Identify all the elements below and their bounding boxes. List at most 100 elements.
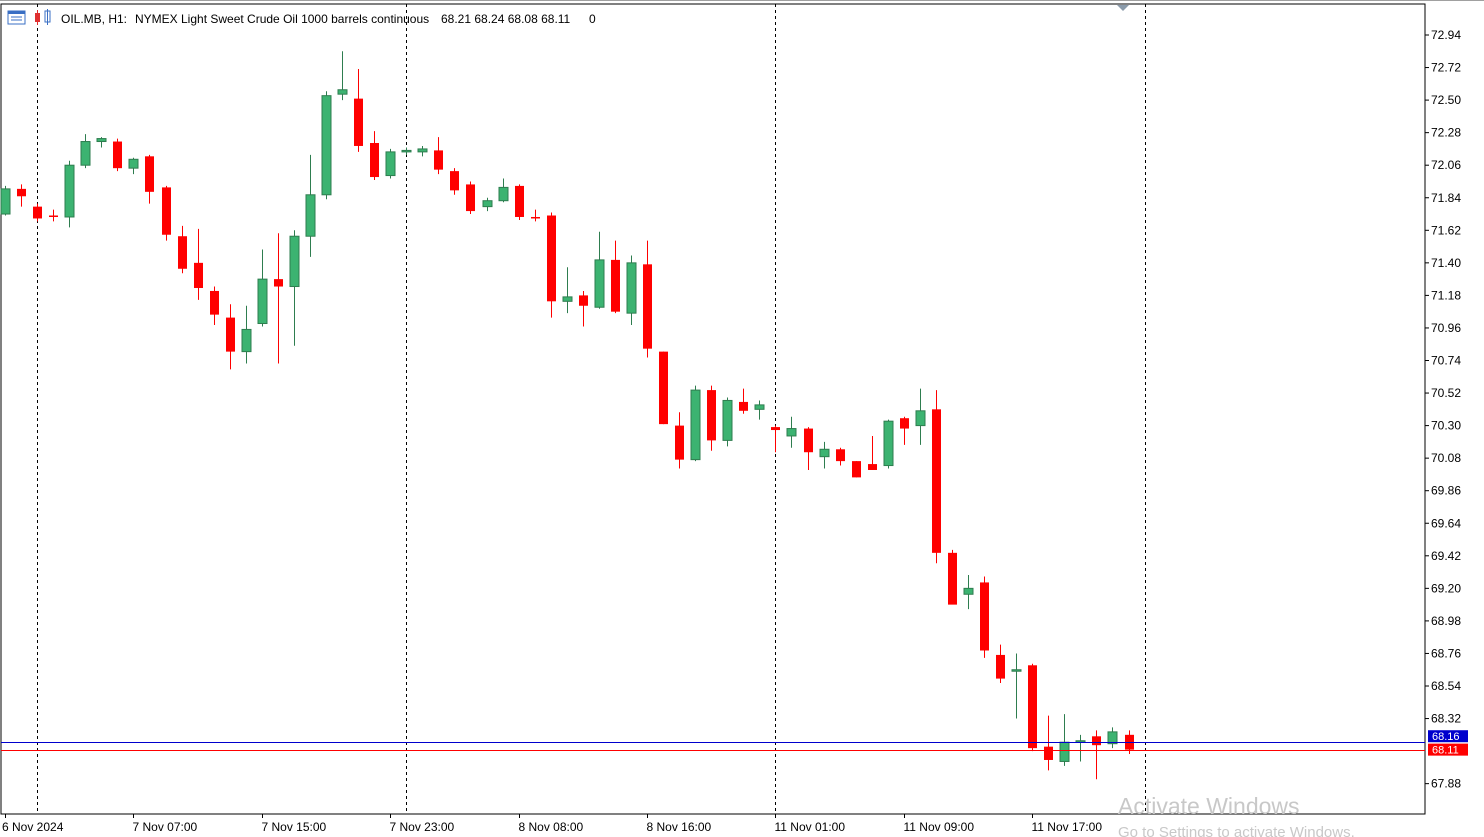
y-tick-label: 68.98 xyxy=(1431,614,1461,628)
candle-body xyxy=(128,158,139,169)
y-tick-label: 69.42 xyxy=(1431,549,1461,563)
x-tick-label: 7 Nov 23:00 xyxy=(390,820,455,834)
candle-body xyxy=(289,235,300,288)
candle-body xyxy=(868,464,877,470)
candle-body xyxy=(321,95,332,196)
x-tick-label: 11 Nov 01:00 xyxy=(775,820,846,834)
candle-body xyxy=(980,582,989,651)
candle-body xyxy=(17,188,26,197)
symbol-label: OIL.MB, H1: xyxy=(61,12,127,26)
candle xyxy=(675,412,684,469)
candle-body xyxy=(1011,669,1022,672)
candle xyxy=(771,425,780,453)
candle xyxy=(385,148,396,179)
candle-body xyxy=(305,194,316,237)
y-tick-label: 72.06 xyxy=(1431,158,1461,172)
candle-body xyxy=(1092,736,1101,746)
candle xyxy=(401,147,412,155)
price-box-text: 68.16 xyxy=(1432,731,1460,743)
candle xyxy=(305,154,316,257)
candle xyxy=(980,576,989,658)
candle xyxy=(626,255,637,325)
chart-window-icon[interactable] xyxy=(7,10,26,25)
candle xyxy=(1028,663,1037,752)
y-tick-label: 72.28 xyxy=(1431,126,1461,140)
candle-body xyxy=(900,418,909,429)
y-tick-label: 70.52 xyxy=(1431,386,1461,400)
candle xyxy=(531,209,540,222)
candle-body xyxy=(579,295,588,306)
candle-body xyxy=(385,151,396,177)
candle-body xyxy=(96,138,107,143)
candle xyxy=(178,225,187,274)
candle xyxy=(515,184,524,220)
y-tick-label: 72.72 xyxy=(1431,61,1461,75)
plot-frame xyxy=(0,3,1426,815)
spread-value: 0 xyxy=(589,12,596,26)
x-tick-label: 8 Nov 16:00 xyxy=(647,820,712,834)
candle-body xyxy=(337,89,348,95)
y-tick-label: 69.64 xyxy=(1431,516,1461,530)
candle-body xyxy=(1028,665,1037,749)
candle-body xyxy=(659,351,668,425)
candle-body xyxy=(241,328,252,353)
x-tick-label: 8 Nov 08:00 xyxy=(519,820,584,834)
y-tick-label: 67.88 xyxy=(1431,777,1461,791)
candle-body xyxy=(611,259,620,312)
candle-body xyxy=(883,420,894,467)
candle xyxy=(739,388,748,414)
candle xyxy=(241,305,252,364)
candle-body xyxy=(948,552,957,605)
day-separators xyxy=(37,4,1146,814)
candle-body xyxy=(64,164,75,218)
y-tick-label: 71.62 xyxy=(1431,223,1461,237)
chart-shift-marker-icon[interactable] xyxy=(1117,5,1129,11)
candle-body xyxy=(226,317,235,352)
candle-body xyxy=(963,587,974,595)
candle-body xyxy=(852,461,861,478)
x-tick-label: 11 Nov 09:00 xyxy=(904,820,975,834)
y-tick-label: 70.74 xyxy=(1431,354,1461,368)
y-tick-label: 71.40 xyxy=(1431,256,1461,270)
candle-body xyxy=(915,410,926,427)
y-tick-label: 68.54 xyxy=(1431,679,1461,693)
y-tick-label: 72.50 xyxy=(1431,93,1461,107)
candle xyxy=(337,51,348,101)
candle-body xyxy=(49,215,58,218)
candle xyxy=(932,390,941,564)
candle-body xyxy=(354,98,363,146)
y-tick-label: 70.96 xyxy=(1431,321,1461,335)
candle-body xyxy=(547,215,556,302)
candle xyxy=(274,233,283,364)
candle-body xyxy=(274,279,283,287)
candle-body xyxy=(33,206,42,219)
x-tick-label: 11 Nov 17:00 xyxy=(1032,820,1103,834)
y-tick-label: 72.94 xyxy=(1431,28,1461,42)
candle-body xyxy=(531,216,540,219)
candles-mode-icon[interactable] xyxy=(35,9,51,25)
candle xyxy=(707,385,716,451)
candle xyxy=(963,575,974,610)
candle xyxy=(611,240,620,314)
candle-body xyxy=(690,389,701,461)
candle xyxy=(900,416,909,445)
candle xyxy=(17,184,26,207)
candle-body xyxy=(1059,741,1070,762)
candle-body xyxy=(0,188,11,215)
time-axis[interactable]: 6 Nov 2024 7 Nov 07:00 7 Nov 15:00 7 Nov 23… xyxy=(2,814,1102,834)
candle-body xyxy=(515,185,524,217)
candle xyxy=(498,178,509,203)
candle xyxy=(64,160,75,228)
y-tick-label: 71.18 xyxy=(1431,288,1461,302)
price-axis[interactable]: 72.94 72.72 72.50 72.28 72.06 71.84 71.62 71.40… xyxy=(1425,28,1468,791)
candle xyxy=(1011,653,1022,719)
y-tick-label: 70.08 xyxy=(1431,451,1461,465)
candle xyxy=(915,388,926,445)
candle-body xyxy=(804,428,813,453)
x-tick-label: 7 Nov 07:00 xyxy=(133,820,198,834)
ohlc-values: 68.21 68.24 68.08 68.11 xyxy=(441,12,571,26)
candle xyxy=(836,447,845,466)
candle xyxy=(210,286,219,325)
candle xyxy=(466,181,475,215)
